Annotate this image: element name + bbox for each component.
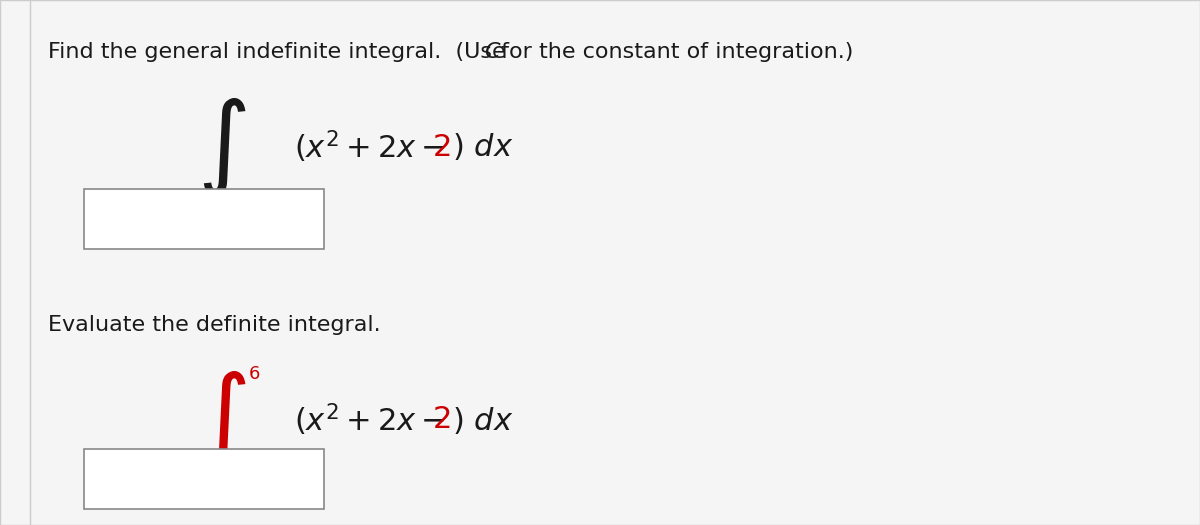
Text: for the constant of integration.): for the constant of integration.) (494, 42, 854, 62)
Text: $(x^2 + 2x - $: $(x^2 + 2x - $ (294, 402, 445, 438)
Text: $2$: $2$ (432, 405, 450, 435)
Text: $)\ dx$: $)\ dx$ (452, 404, 514, 436)
Text: $(x^2 + 2x - $: $(x^2 + 2x - $ (294, 129, 445, 165)
FancyBboxPatch shape (84, 189, 324, 249)
Text: $)\ dx$: $)\ dx$ (452, 131, 514, 163)
Text: Find the general indefinite integral.  (Use: Find the general indefinite integral. (U… (48, 42, 512, 62)
FancyBboxPatch shape (84, 449, 324, 509)
Text: Evaluate the definite integral.: Evaluate the definite integral. (48, 315, 380, 335)
Text: $\int$: $\int$ (197, 96, 247, 198)
Text: C: C (484, 42, 499, 62)
Text: $\int$: $\int$ (197, 369, 247, 471)
Text: $6$: $6$ (248, 365, 260, 383)
Text: $4$: $4$ (210, 457, 222, 475)
Text: $2$: $2$ (432, 132, 450, 162)
